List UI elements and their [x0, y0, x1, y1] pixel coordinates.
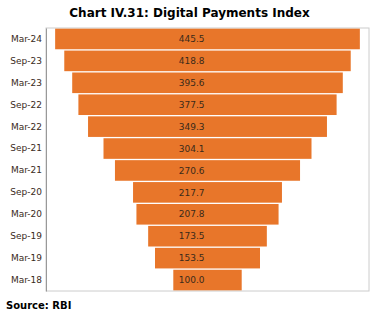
- data-label: 100.0: [179, 275, 205, 285]
- data-label: 395.6: [179, 78, 205, 88]
- bar: [148, 226, 267, 247]
- title: Chart IV.31: Digital Payments Index: [69, 6, 310, 20]
- y-tick-label: Mar-19: [11, 253, 42, 263]
- y-tick-label: Sep-22: [10, 100, 42, 110]
- y-tick: Sep-23: [10, 56, 42, 66]
- bar: [136, 204, 278, 225]
- y-tick: Sep-19: [10, 231, 42, 241]
- y-tick-label: Mar-23: [11, 78, 42, 88]
- y-tick-label: Sep-21: [10, 143, 42, 153]
- data-label: 377.5: [179, 100, 205, 110]
- bar: [103, 138, 311, 159]
- y-tick: Mar-20: [11, 209, 42, 219]
- bar: [133, 182, 282, 203]
- y-tick: Mar-21: [11, 165, 42, 175]
- y-tick-label: Mar-18: [11, 275, 42, 285]
- y-tick: Sep-22: [10, 100, 42, 110]
- bar: [88, 116, 327, 137]
- data-label: 349.3: [179, 122, 205, 132]
- y-tick-label: Mar-24: [11, 34, 42, 44]
- y-tick: Mar-18: [11, 275, 42, 285]
- bar: [115, 160, 300, 181]
- plot-frame: [46, 28, 369, 291]
- bar: [64, 51, 350, 72]
- y-tick-label: Mar-21: [11, 165, 42, 175]
- chart: Chart IV.31: Digital Payments Index 445.5…: [0, 0, 379, 315]
- y-tick-label: Mar-22: [11, 122, 42, 132]
- data-label: 304.1: [179, 144, 205, 154]
- y-tick: Sep-21: [10, 143, 42, 153]
- bar: [78, 94, 336, 115]
- y-tick: Mar-23: [11, 78, 42, 88]
- data-label: 217.7: [179, 188, 205, 198]
- y-tick-label: Mar-20: [11, 209, 42, 219]
- data-label: 207.8: [179, 209, 205, 219]
- y-tick-label: Sep-20: [10, 187, 42, 197]
- data-label: 445.5: [179, 34, 205, 44]
- y-tick: Mar-19: [11, 253, 42, 263]
- bar: [72, 72, 343, 93]
- bar: [155, 248, 260, 269]
- bars: [55, 29, 360, 291]
- data-label: 270.6: [179, 166, 205, 176]
- data-label: 173.5: [179, 231, 205, 241]
- y-axis-line: [46, 29, 47, 292]
- y-tick-label: Sep-23: [10, 56, 42, 66]
- y-tick: Mar-22: [11, 122, 42, 132]
- data-labels: 445.5 418.8 395.6 377.5 349.3 304.1 270.6 217.7…: [179, 34, 205, 285]
- bar: [55, 29, 360, 50]
- plot: 445.5 418.8 395.6 377.5 349.3 304.1 270.6 217.7…: [10, 28, 369, 292]
- source: Source: RBI: [6, 300, 71, 311]
- y-tick: Mar-24: [11, 34, 42, 44]
- y-tick: Sep-20: [10, 187, 42, 197]
- data-label: 418.8: [179, 56, 205, 66]
- data-label: 153.5: [179, 253, 205, 263]
- bar: [173, 270, 241, 291]
- y-axis: Mar-24 Sep-23 Mar-23 Sep-22 Mar-22 Sep-21 Mar-…: [10, 29, 46, 292]
- y-tick-label: Sep-19: [10, 231, 42, 241]
